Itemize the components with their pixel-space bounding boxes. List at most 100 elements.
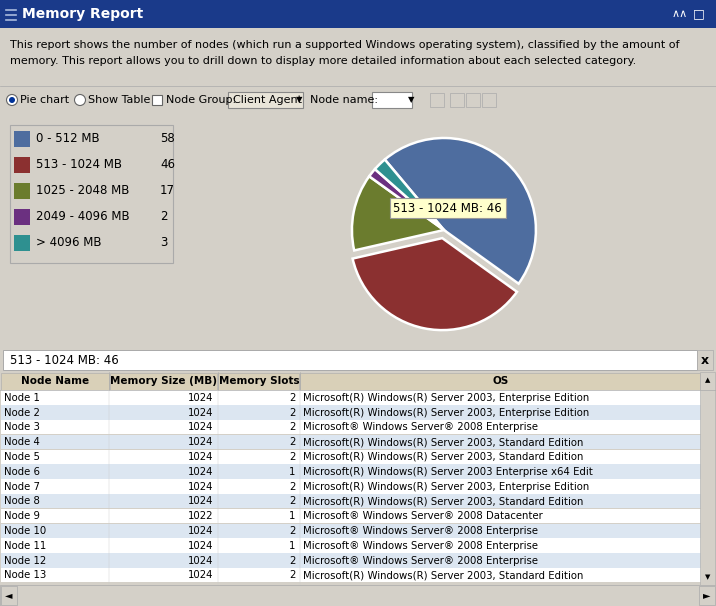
Bar <box>1 373 109 390</box>
Text: Node 2: Node 2 <box>4 407 40 418</box>
Bar <box>1 494 713 508</box>
Circle shape <box>74 95 85 105</box>
Text: 2: 2 <box>289 570 295 581</box>
Text: 1024: 1024 <box>188 541 213 551</box>
Bar <box>110 373 217 390</box>
Text: Memory Slots: Memory Slots <box>219 376 299 386</box>
Text: 1022: 1022 <box>188 511 213 521</box>
Circle shape <box>9 97 15 103</box>
Text: 2: 2 <box>289 422 295 432</box>
Text: 513 - 1024 MB: 46: 513 - 1024 MB: 46 <box>10 353 119 367</box>
Text: Node 12: Node 12 <box>4 556 47 565</box>
Text: □: □ <box>693 7 705 21</box>
Text: Pie chart: Pie chart <box>20 95 69 105</box>
Text: 0 - 512 MB: 0 - 512 MB <box>36 133 100 145</box>
Bar <box>699 586 715 605</box>
Bar <box>152 95 162 105</box>
Circle shape <box>6 95 17 105</box>
Text: 1: 1 <box>289 511 295 521</box>
Text: Node 7: Node 7 <box>4 482 40 491</box>
Text: 58: 58 <box>160 133 175 145</box>
Bar <box>1 464 713 479</box>
Bar <box>3 350 697 370</box>
Text: Node 11: Node 11 <box>4 541 47 551</box>
Text: 1024: 1024 <box>188 526 213 536</box>
Bar <box>697 350 713 370</box>
Text: x: x <box>701 353 709 367</box>
Bar <box>14 131 30 147</box>
Bar <box>1 390 713 405</box>
Text: Microsoft® Windows Server® 2008 Enterprise: Microsoft® Windows Server® 2008 Enterpri… <box>303 422 538 432</box>
Text: 2: 2 <box>160 210 168 224</box>
Text: 3: 3 <box>160 236 168 250</box>
Text: Node 8: Node 8 <box>4 496 40 506</box>
Text: Show Table: Show Table <box>88 95 150 105</box>
Text: Node 5: Node 5 <box>4 452 40 462</box>
Text: Microsoft® Windows Server® 2008 Enterprise: Microsoft® Windows Server® 2008 Enterpri… <box>303 541 538 551</box>
Text: Microsoft® Windows Server® 2008 Datacenter: Microsoft® Windows Server® 2008 Datacent… <box>303 511 543 521</box>
Bar <box>1 538 713 553</box>
Bar <box>1 479 713 494</box>
Bar <box>430 93 444 107</box>
Bar <box>1 435 713 449</box>
Text: 513 - 1024 MB: 513 - 1024 MB <box>36 159 122 171</box>
Text: 46: 46 <box>160 159 175 171</box>
Text: Node 10: Node 10 <box>4 526 47 536</box>
Text: Node 13: Node 13 <box>4 570 47 581</box>
Text: Client Agent: Client Agent <box>233 95 302 105</box>
Text: 2: 2 <box>289 452 295 462</box>
Text: OS: OS <box>493 376 508 386</box>
Text: 2: 2 <box>289 437 295 447</box>
Text: 1024: 1024 <box>188 422 213 432</box>
Text: Microsoft(R) Windows(R) Server 2003, Standard Edition: Microsoft(R) Windows(R) Server 2003, Sta… <box>303 496 584 506</box>
Text: Memory Report: Memory Report <box>22 7 143 21</box>
Text: This report shows the number of nodes (which run a supported Windows operating s: This report shows the number of nodes (w… <box>10 40 679 50</box>
Text: 2: 2 <box>289 496 295 506</box>
Text: Node Group:: Node Group: <box>166 95 236 105</box>
Bar <box>482 93 496 107</box>
Bar <box>1 405 713 419</box>
Bar <box>1 420 713 435</box>
Text: Microsoft(R) Windows(R) Server 2003, Standard Edition: Microsoft(R) Windows(R) Server 2003, Sta… <box>303 570 584 581</box>
Bar <box>700 372 715 585</box>
Text: ►: ► <box>703 590 711 601</box>
Text: 2049 - 4096 MB: 2049 - 4096 MB <box>36 210 130 224</box>
Bar <box>10 125 173 263</box>
Text: 1024: 1024 <box>188 556 213 565</box>
FancyBboxPatch shape <box>372 92 412 108</box>
Text: 1024: 1024 <box>188 482 213 491</box>
Text: 17: 17 <box>160 184 175 198</box>
Text: 1024: 1024 <box>188 496 213 506</box>
Bar <box>466 93 480 107</box>
Wedge shape <box>369 169 444 230</box>
Text: Microsoft(R) Windows(R) Server 2003 Enterprise x64 Edit: Microsoft(R) Windows(R) Server 2003 Ente… <box>303 467 593 477</box>
Bar <box>1 586 17 605</box>
Text: 2: 2 <box>289 482 295 491</box>
Text: ◄: ◄ <box>5 590 13 601</box>
Text: 2: 2 <box>289 556 295 565</box>
Text: 1024: 1024 <box>188 437 213 447</box>
Text: 1024: 1024 <box>188 467 213 477</box>
Text: 2: 2 <box>289 393 295 403</box>
Text: Memory Size (MB): Memory Size (MB) <box>110 376 217 386</box>
Text: ▼: ▼ <box>408 96 415 104</box>
Text: ▼: ▼ <box>296 96 302 104</box>
Text: Microsoft(R) Windows(R) Server 2003, Enterprise Edition: Microsoft(R) Windows(R) Server 2003, Ent… <box>303 407 589 418</box>
Text: 1024: 1024 <box>188 570 213 581</box>
Text: 1024: 1024 <box>188 452 213 462</box>
Text: memory. This report allows you to drill down to display more detailed informatio: memory. This report allows you to drill … <box>10 56 637 66</box>
Text: Microsoft(R) Windows(R) Server 2003, Enterprise Edition: Microsoft(R) Windows(R) Server 2003, Ent… <box>303 393 589 403</box>
Text: 2: 2 <box>289 526 295 536</box>
Text: Microsoft® Windows Server® 2008 Enterprise: Microsoft® Windows Server® 2008 Enterpri… <box>303 556 538 565</box>
Text: Node 4: Node 4 <box>4 437 40 447</box>
Text: 1024: 1024 <box>188 407 213 418</box>
Wedge shape <box>352 176 444 250</box>
Bar <box>1 450 713 464</box>
FancyBboxPatch shape <box>228 92 303 108</box>
Bar <box>14 235 30 251</box>
Wedge shape <box>384 138 536 284</box>
Text: 1: 1 <box>289 467 295 477</box>
Text: Node 1: Node 1 <box>4 393 40 403</box>
Bar <box>14 183 30 199</box>
Text: Microsoft(R) Windows(R) Server 2003, Standard Edition: Microsoft(R) Windows(R) Server 2003, Sta… <box>303 452 584 462</box>
